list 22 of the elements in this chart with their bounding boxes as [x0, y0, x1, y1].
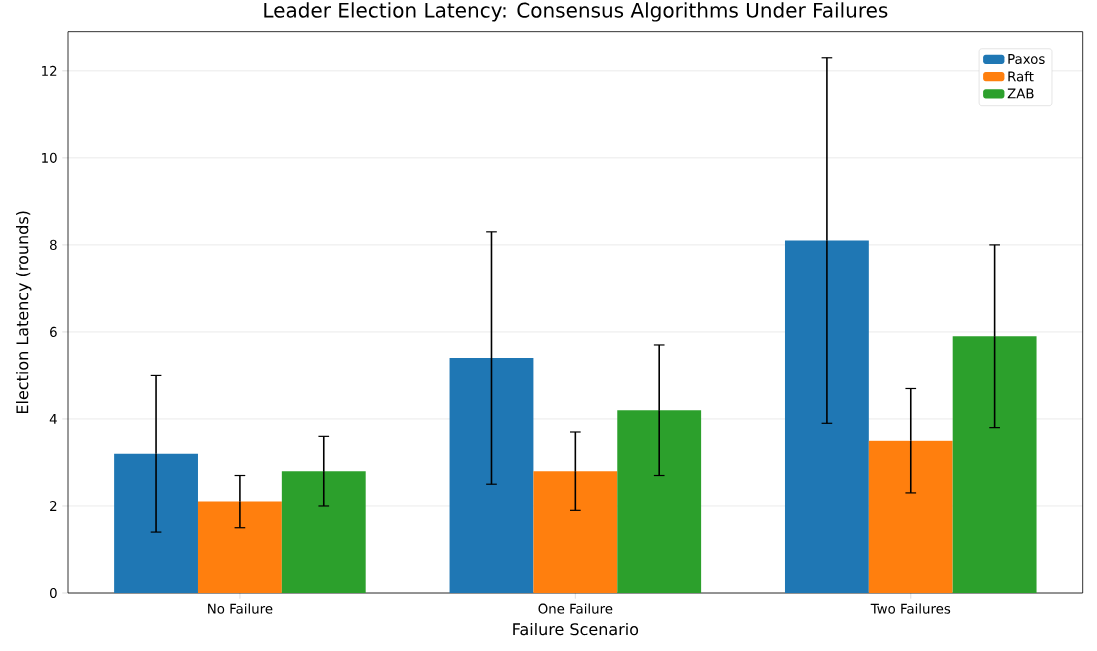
- x-axis-title: Failure Scenario: [513, 622, 639, 636]
- bar: [952, 336, 1037, 593]
- x-tick-label: No Failure: [208, 603, 273, 614]
- bar: [281, 471, 366, 593]
- y-tick-label: 12: [42, 65, 57, 76]
- legend-label: Paxos: [1008, 54, 1045, 65]
- bar: [197, 501, 282, 593]
- x-tick-label: Two Failures: [870, 603, 951, 614]
- y-tick-label: 0: [49, 587, 57, 599]
- y-tick-label: 8: [50, 239, 57, 250]
- chart-title: Leader Election Latency: Consensus Algorithms Under Failures: [264, 2, 888, 22]
- y-tick-label: 6: [50, 326, 57, 337]
- y-tick-label: 2: [50, 501, 57, 511]
- bar: [868, 440, 953, 593]
- x-tick-label: One Failure: [538, 603, 613, 614]
- y-axis-title: Election Latency (rounds): [16, 211, 32, 414]
- bar: [617, 410, 702, 593]
- bar: [533, 471, 618, 593]
- y-tick-label: 4: [49, 414, 57, 424]
- legend-label: Raft: [1008, 71, 1034, 82]
- y-tick-label: 10: [42, 152, 57, 163]
- legend-label: ZAB: [1007, 88, 1034, 99]
